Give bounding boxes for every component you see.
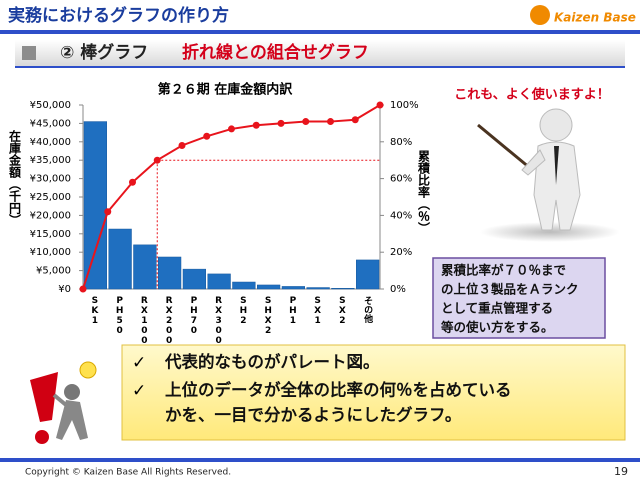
y-tick-label: ¥25,000 <box>30 192 71 203</box>
line-marker <box>277 119 285 127</box>
bar <box>133 244 157 290</box>
note-line: の上位３製品をＡランク <box>441 282 579 297</box>
bar <box>306 287 330 290</box>
line-marker <box>129 178 136 186</box>
line-start-marker <box>79 285 87 293</box>
y-tick-label: ¥50,000 <box>30 100 71 111</box>
y-tick-label: ¥0 <box>58 284 71 295</box>
bar <box>83 121 107 290</box>
y-tick-label: ¥10,000 <box>30 247 71 258</box>
x-tick-label: SHX2 <box>263 296 273 336</box>
x-tick-label: SX2 <box>337 296 347 326</box>
page-number: 19 <box>614 465 628 478</box>
note-box <box>432 257 606 339</box>
line-marker <box>252 121 260 129</box>
line-marker <box>351 116 359 124</box>
line-start-segment <box>82 211 109 290</box>
logo-icon <box>530 5 550 25</box>
footer-rule <box>0 458 640 462</box>
line-marker <box>327 118 334 126</box>
section-title: 折れ線との組合せグラフ <box>182 42 369 63</box>
bar <box>356 259 380 290</box>
y-tick-label: ¥45,000 <box>30 118 71 129</box>
x-tick-label: RX300 <box>214 296 224 346</box>
copyright: Copyright © Kaizen Base All Rights Reser… <box>25 468 231 478</box>
x-tick-label: PH70 <box>189 296 199 336</box>
bar <box>108 228 132 290</box>
line-marker <box>178 141 186 149</box>
line-marker <box>203 132 211 140</box>
note-line: として重点管理する <box>441 301 553 316</box>
y-axis-label: 在庫金額（千円） <box>8 129 22 226</box>
bar <box>207 273 231 290</box>
note-line: 累積比率が７０％まで <box>441 263 566 278</box>
x-tick-label: RX200 <box>164 296 174 346</box>
x-tick-label: PH50 <box>115 296 125 336</box>
line-marker <box>104 208 112 216</box>
bullet-mark: ✓ <box>132 381 146 401</box>
section-bar <box>15 40 625 66</box>
bar <box>331 288 355 290</box>
x-tick-label: SK1 <box>90 296 100 326</box>
exclamation-figure <box>30 361 97 444</box>
header-title: 実務におけるグラフの作り方 <box>8 5 229 26</box>
bar <box>257 284 281 290</box>
chart-title: 第２６期 在庫金額内訳 <box>158 82 294 98</box>
y2-tick-label: 20% <box>390 247 412 258</box>
y2-tick-label: 60% <box>390 174 412 185</box>
header-rule <box>0 30 640 34</box>
y2-tick-label: 100% <box>390 100 419 111</box>
section-marker <box>22 46 36 60</box>
x-tick-label: その他 <box>362 296 374 324</box>
y2-axis-label: 累積比率（％） <box>417 150 431 234</box>
bullet-text: かを、一目で分かるようにしたグラフ。 <box>165 405 461 425</box>
y-tick-label: ¥30,000 <box>30 174 71 185</box>
x-tick-label: SH2 <box>238 296 248 326</box>
x-tick-label: RX100 <box>139 296 149 346</box>
y-tick-label: ¥15,000 <box>30 229 71 240</box>
cumulative-line <box>106 104 381 213</box>
y2-tick-label: 40% <box>390 210 412 221</box>
bar <box>281 286 305 290</box>
logo: Kaizen Base <box>554 11 636 25</box>
bar <box>232 281 256 290</box>
section-rule <box>15 66 625 68</box>
presenter-figure <box>477 108 620 242</box>
y-tick-label: ¥20,000 <box>30 210 71 221</box>
comment: これも、よく使いますよ！ <box>454 87 610 103</box>
line-marker <box>302 118 310 126</box>
bar <box>182 268 206 290</box>
bar <box>158 256 182 290</box>
note-line: 等の使い方をする。 <box>440 320 554 335</box>
x-tick-label: SX1 <box>313 296 323 326</box>
y2-tick-label: 80% <box>390 137 412 148</box>
chart: 第２６期 在庫金額内訳 在庫金額（千円） 累積比率（％） ¥0 ¥5,000 ¥10… <box>8 82 431 347</box>
line-marker <box>376 101 384 109</box>
y2-tick-label: 0% <box>390 284 406 295</box>
x-tick-label: PH1 <box>288 296 298 326</box>
y-tick-label: ¥5,000 <box>36 266 71 277</box>
bullet-mark: ✓ <box>132 353 146 373</box>
section-number: ② 棒グラフ <box>60 42 148 63</box>
y-tick-label: ¥40,000 <box>30 137 71 148</box>
bullet-text: 代表的なものがパレート図。 <box>164 352 380 372</box>
bullet-box <box>121 344 626 441</box>
y-tick-label: ¥35,000 <box>30 155 71 166</box>
line-marker <box>228 125 235 133</box>
bullet-text: 上位のデータが全体の比率の何％を占めている <box>165 380 512 400</box>
